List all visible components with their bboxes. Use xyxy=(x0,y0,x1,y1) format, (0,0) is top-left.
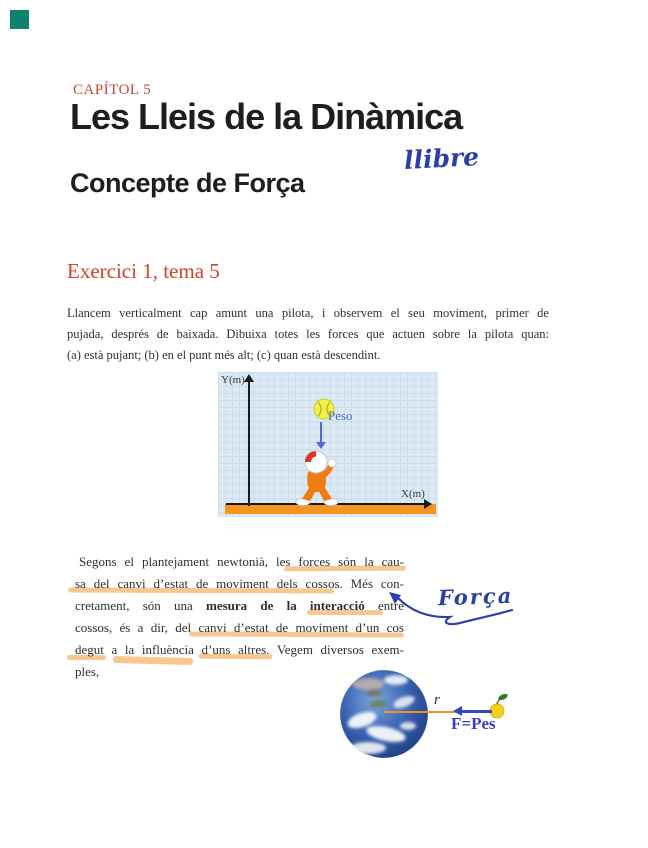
text-line: pujada, després de baixada. Dibuixa tote… xyxy=(67,327,549,341)
handwritten-annotation-llibre: llibre xyxy=(403,142,480,175)
weight-label: Peso xyxy=(328,408,353,423)
figure-ball-diagram: Y(m) X(m) Peso xyxy=(218,372,438,517)
y-axis-label: Y(m) xyxy=(221,374,245,386)
ink-arrow-icon xyxy=(389,592,514,626)
ball-icon xyxy=(313,398,335,420)
marker-highlight xyxy=(307,610,383,615)
x-axis-arrow-icon xyxy=(424,499,432,509)
text-line: Llancem verticalment cap amunt una pilot… xyxy=(67,306,549,320)
exercise-heading: Exercici 1, tema 5 xyxy=(67,259,220,283)
text-line: Segons el plantejament newtonià, les for… xyxy=(79,554,404,569)
apple-icon xyxy=(489,693,508,719)
distance-label: r xyxy=(434,692,440,708)
text-line: ples, xyxy=(75,664,100,679)
weight-force-arrow-head-icon xyxy=(453,706,462,716)
y-axis-line xyxy=(248,380,250,506)
ground-bar xyxy=(225,504,436,514)
cartoon-character xyxy=(295,450,339,506)
text-line: cossos, és a dir, del canvi d’estat de m… xyxy=(75,620,404,635)
marker-highlight xyxy=(67,655,106,660)
y-axis-arrow-icon xyxy=(244,374,254,382)
weight-arrow-head-icon xyxy=(316,442,326,449)
text-line: sa del canvi d’estat de moviment dels co… xyxy=(75,576,404,591)
corner-marker-square xyxy=(10,10,29,29)
text-line: cretament, són una mesura de la interacc… xyxy=(75,598,404,613)
section-title: Concepte de Força xyxy=(70,168,305,198)
paragraph-1-lines: Llancem verticalment cap amunt una pilot… xyxy=(67,303,549,366)
weight-arrow xyxy=(320,422,322,444)
x-axis-label: X(m) xyxy=(401,488,425,500)
weight-force-label: F=Pes xyxy=(451,714,496,733)
distance-line xyxy=(384,711,498,713)
text-line: degut a la influència d’uns altres. Vege… xyxy=(75,642,404,657)
earth-image xyxy=(339,669,429,759)
chapter-title: Les Lleis de la Dinàmica xyxy=(70,96,463,137)
text-line: (a) està pujant; (b) en el punt més alt;… xyxy=(67,348,381,362)
weight-force-arrow xyxy=(461,710,492,713)
chapter-label: CAPÍTOL 5 xyxy=(73,82,152,98)
paragraph-2-lines: Segons el plantejament newtonià, les for… xyxy=(75,551,404,683)
